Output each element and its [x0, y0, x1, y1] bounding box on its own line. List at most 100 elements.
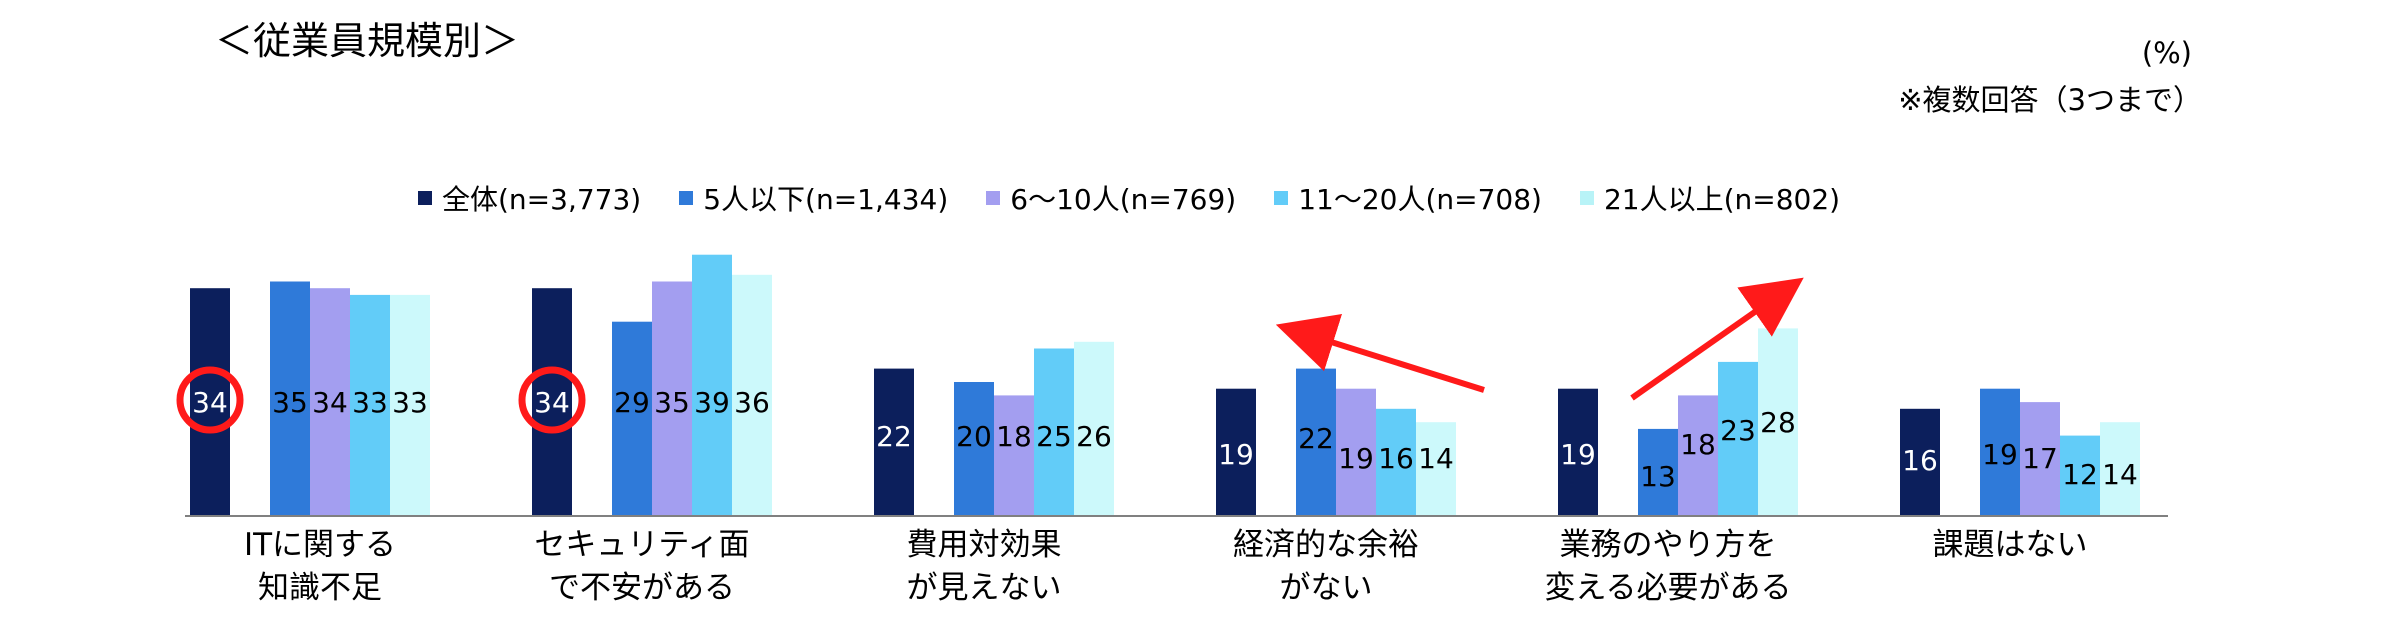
data-label: 23 — [1720, 414, 1756, 447]
category-label-line: 経済的な余裕 — [1233, 527, 1419, 563]
category-label-line: 費用対効果 — [906, 527, 1062, 563]
data-label: 19 — [1982, 438, 2018, 471]
bar — [310, 288, 350, 516]
highlight-circle — [518, 366, 586, 434]
bar — [1638, 428, 1678, 516]
bar — [1980, 388, 2020, 516]
category-label-line: が見えない — [906, 570, 1062, 606]
legend-swatch — [679, 191, 694, 205]
bar — [1900, 408, 1940, 516]
data-label: 13 — [1640, 460, 1676, 493]
chart-legend: 全体(n=3,773) 5人以下(n=1,434) 6〜10人(n=769) 11〜2… — [418, 178, 1878, 218]
bar — [1678, 395, 1718, 516]
data-label: 22 — [1298, 422, 1334, 455]
data-label: 14 — [1418, 442, 1454, 475]
legend-label: 6〜10人(n=769) — [1010, 183, 1237, 216]
bar — [1758, 328, 1798, 516]
data-label: 34 — [534, 386, 570, 419]
data-label: 25 — [1036, 420, 1072, 453]
bar — [692, 254, 732, 516]
data-label: 34 — [312, 386, 348, 419]
data-label: 35 — [272, 386, 308, 419]
legend-item: 全体(n=3,773) — [418, 178, 641, 218]
data-label: 17 — [2022, 442, 2058, 475]
bar — [1296, 368, 1336, 516]
data-label: 19 — [1338, 442, 1374, 475]
bar — [612, 321, 652, 516]
data-label: 14 — [2102, 458, 2138, 491]
bar — [390, 294, 430, 516]
data-label: 33 — [352, 386, 388, 419]
data-label: 26 — [1076, 420, 1112, 453]
bar — [2060, 435, 2100, 516]
response-note: ※複数回答（3つまで） — [1898, 83, 2202, 117]
category-label: ITに関する 知識不足 — [170, 524, 470, 610]
bar — [2020, 402, 2060, 516]
category-label: 課題はない — [1860, 524, 2160, 567]
bar — [732, 274, 772, 516]
bar — [1074, 341, 1114, 516]
category-label-line: ITに関する — [243, 527, 397, 563]
data-label: 18 — [996, 420, 1032, 453]
bar — [1216, 388, 1256, 516]
legend-swatch — [1274, 191, 1289, 205]
data-label: 20 — [956, 420, 992, 453]
data-label: 39 — [694, 386, 730, 419]
data-label: 35 — [654, 386, 690, 419]
highlight-circle — [176, 366, 244, 434]
data-label: 22 — [876, 420, 912, 453]
legend-item: 6〜10人(n=769) — [986, 178, 1236, 218]
bar — [1034, 348, 1074, 516]
data-label: 29 — [614, 386, 650, 419]
trend-arrow — [1630, 277, 1804, 401]
legend-label: 全体(n=3,773) — [442, 183, 642, 216]
bar — [652, 281, 692, 516]
bar — [350, 294, 390, 516]
data-label: 12 — [2062, 458, 2098, 491]
legend-item: 5人以下(n=1,434) — [679, 178, 948, 218]
data-label: 19 — [1560, 438, 1596, 471]
bar — [1376, 408, 1416, 516]
data-label: 16 — [1902, 444, 1938, 477]
data-label: 18 — [1680, 428, 1716, 461]
legend-label: 11〜20人(n=708) — [1298, 183, 1542, 216]
data-label: 16 — [1378, 442, 1414, 475]
data-label: 33 — [392, 386, 428, 419]
legend-swatch — [418, 191, 432, 205]
legend-label: 21人以上(n=802) — [1603, 183, 1841, 216]
category-label: セキュリティ面 で不安がある — [492, 524, 792, 610]
data-label: 19 — [1218, 438, 1254, 471]
bar — [1718, 361, 1758, 516]
legend-swatch — [986, 191, 1001, 205]
category-label-line: で不安がある — [549, 570, 735, 606]
legend-label: 5人以下(n=1,434) — [703, 183, 949, 216]
bar — [994, 395, 1034, 516]
data-label: 34 — [192, 386, 228, 419]
legend-item: 11〜20人(n=708) — [1274, 178, 1542, 218]
unit-label: (%) — [2141, 36, 2192, 70]
legend-swatch — [1579, 191, 1594, 205]
category-label-line: 課題はない — [1932, 527, 2088, 563]
chart-heading: ＜従業員規模別＞ — [215, 19, 520, 63]
bar — [532, 288, 572, 516]
bar — [874, 368, 914, 516]
trend-arrow — [1275, 313, 1485, 393]
bar — [2100, 422, 2140, 516]
category-label: 業務のやり方を 変える必要がある — [1518, 524, 1818, 610]
bar — [190, 288, 230, 516]
bar — [1558, 388, 1598, 516]
category-label-line: がない — [1279, 570, 1373, 606]
bar — [1416, 422, 1456, 516]
category-label: 経済的な余裕 がない — [1176, 524, 1476, 610]
category-label-line: 変える必要がある — [1544, 570, 1792, 606]
category-label-line: セキュリティ面 — [534, 527, 750, 563]
category-label: 費用対効果が見えない — [834, 524, 1134, 610]
category-label-line: 業務のやり方を — [1559, 527, 1777, 563]
bar — [270, 281, 310, 516]
bar — [1336, 388, 1376, 516]
legend-item: 21人以上(n=802) — [1579, 178, 1841, 218]
data-label: 28 — [1760, 406, 1796, 439]
bar — [954, 382, 994, 516]
data-label: 36 — [734, 386, 770, 419]
